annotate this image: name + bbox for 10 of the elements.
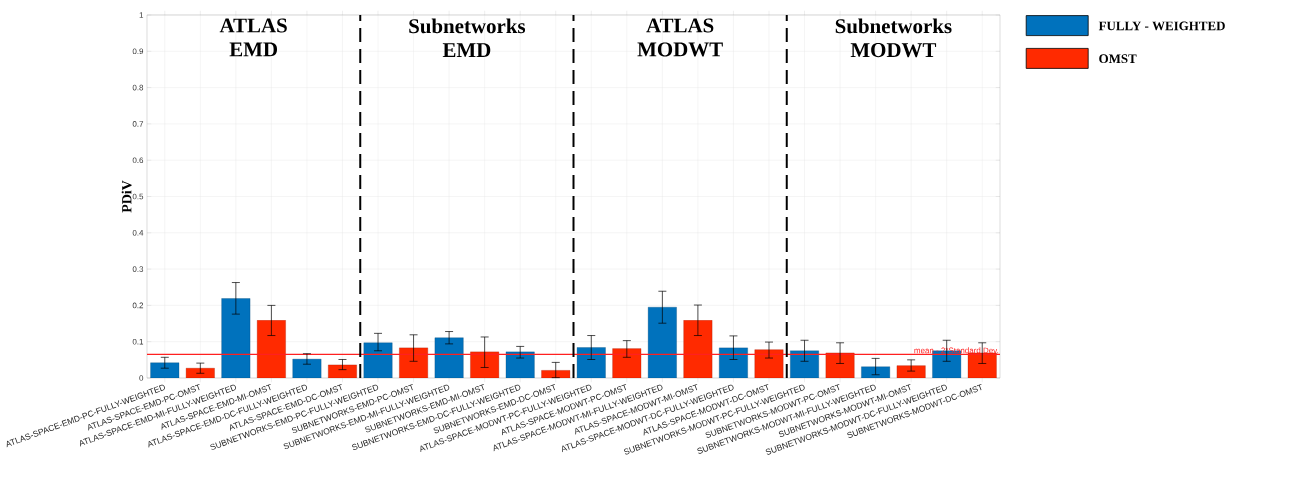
legend-label: FULLY - WEIGHTED (1098, 21, 1225, 31)
legend-label: OMST (1099, 54, 1137, 64)
annotation: ATLAS MODWT (637, 18, 723, 57)
bar (221, 298, 251, 378)
y-axis-title: PDiV (121, 180, 132, 213)
annotation: Subnetworks MODWT (835, 18, 952, 58)
bar (647, 307, 677, 378)
bar (363, 342, 393, 378)
annotation: Subnetworks EMD (409, 18, 526, 57)
annotation: ATLAS EMD (219, 18, 287, 57)
